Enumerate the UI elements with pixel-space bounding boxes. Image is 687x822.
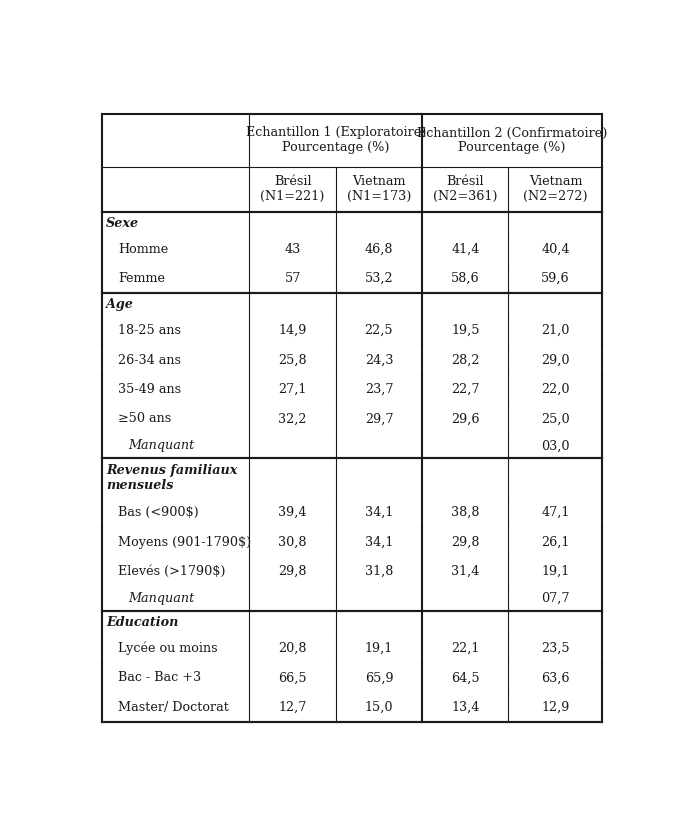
Text: Elevés (>1790$): Elevés (>1790$) (118, 565, 225, 578)
Text: 21,0: 21,0 (541, 324, 570, 337)
Text: 65,9: 65,9 (365, 672, 393, 685)
Text: 29,7: 29,7 (365, 413, 393, 425)
Text: 12,9: 12,9 (541, 701, 570, 713)
Text: 58,6: 58,6 (451, 272, 480, 285)
Text: 41,4: 41,4 (451, 242, 480, 256)
Text: 53,2: 53,2 (365, 272, 393, 285)
Text: 35-49 ans: 35-49 ans (118, 383, 181, 396)
Text: 15,0: 15,0 (365, 701, 393, 713)
Text: Echantillon 2 (Confirmatoire)
Pourcentage (%): Echantillon 2 (Confirmatoire) Pourcentag… (417, 127, 607, 155)
Text: 38,8: 38,8 (451, 506, 480, 520)
Text: 59,6: 59,6 (541, 272, 570, 285)
Text: 23,7: 23,7 (365, 383, 393, 396)
Text: Manquant: Manquant (128, 592, 194, 605)
Text: 23,5: 23,5 (541, 642, 570, 655)
Text: 25,0: 25,0 (541, 413, 570, 425)
Text: Master/ Doctorat: Master/ Doctorat (118, 701, 229, 713)
Text: 27,1: 27,1 (278, 383, 307, 396)
Text: 12,7: 12,7 (278, 701, 307, 713)
Text: Echantillon 1 (Exploratoire)
Pourcentage (%): Echantillon 1 (Exploratoire) Pourcentage… (246, 127, 426, 155)
Text: Bas (<900$): Bas (<900$) (118, 506, 199, 520)
Text: 43: 43 (284, 242, 301, 256)
Text: Vietnam
(N1=173): Vietnam (N1=173) (347, 175, 412, 203)
Text: 24,3: 24,3 (365, 353, 393, 367)
Text: Revenus familiaux
mensuels: Revenus familiaux mensuels (106, 464, 238, 492)
Text: Femme: Femme (118, 272, 165, 285)
Text: 30,8: 30,8 (278, 536, 307, 548)
Text: 47,1: 47,1 (541, 506, 570, 520)
Text: 19,1: 19,1 (541, 565, 570, 578)
Text: 26,1: 26,1 (541, 536, 570, 548)
Text: 64,5: 64,5 (451, 672, 480, 685)
Text: 31,8: 31,8 (365, 565, 393, 578)
Text: 31,4: 31,4 (451, 565, 480, 578)
Text: 07,7: 07,7 (541, 592, 570, 605)
Text: 22,5: 22,5 (365, 324, 393, 337)
Text: 14,9: 14,9 (278, 324, 307, 337)
Text: 29,8: 29,8 (451, 536, 480, 548)
Text: 29,0: 29,0 (541, 353, 570, 367)
Text: 63,6: 63,6 (541, 672, 570, 685)
Text: Brésil
(N1=221): Brésil (N1=221) (260, 175, 325, 203)
Text: Vietnam
(N2=272): Vietnam (N2=272) (523, 175, 587, 203)
Text: 32,2: 32,2 (278, 413, 307, 425)
Text: Lycée ou moins: Lycée ou moins (118, 642, 218, 655)
Text: 28,2: 28,2 (451, 353, 480, 367)
Text: 13,4: 13,4 (451, 701, 480, 713)
Text: 29,8: 29,8 (278, 565, 307, 578)
Text: 19,5: 19,5 (451, 324, 480, 337)
Text: 34,1: 34,1 (365, 536, 393, 548)
Text: 34,1: 34,1 (365, 506, 393, 520)
Text: 39,4: 39,4 (278, 506, 307, 520)
Text: 25,8: 25,8 (278, 353, 307, 367)
Text: 40,4: 40,4 (541, 242, 570, 256)
Text: 20,8: 20,8 (278, 642, 307, 655)
Text: Bac - Bac +3: Bac - Bac +3 (118, 672, 201, 685)
Text: 26-34 ans: 26-34 ans (118, 353, 181, 367)
Text: 66,5: 66,5 (278, 672, 307, 685)
Text: 22,0: 22,0 (541, 383, 570, 396)
Text: Brésil
(N2=361): Brésil (N2=361) (433, 175, 497, 203)
Text: 57: 57 (284, 272, 301, 285)
Text: ≥50 ans: ≥50 ans (118, 413, 171, 425)
Text: 46,8: 46,8 (365, 242, 393, 256)
Text: 29,6: 29,6 (451, 413, 480, 425)
Text: Moyens (901-1790$): Moyens (901-1790$) (118, 536, 251, 548)
Text: 22,1: 22,1 (451, 642, 480, 655)
Text: 03,0: 03,0 (541, 440, 570, 452)
Text: Age: Age (106, 298, 133, 311)
Text: 19,1: 19,1 (365, 642, 393, 655)
Text: Sexe: Sexe (106, 216, 139, 229)
Text: Manquant: Manquant (128, 440, 194, 452)
Text: 22,7: 22,7 (451, 383, 480, 396)
Text: Homme: Homme (118, 242, 168, 256)
Text: 18-25 ans: 18-25 ans (118, 324, 181, 337)
Text: Education: Education (106, 616, 179, 629)
